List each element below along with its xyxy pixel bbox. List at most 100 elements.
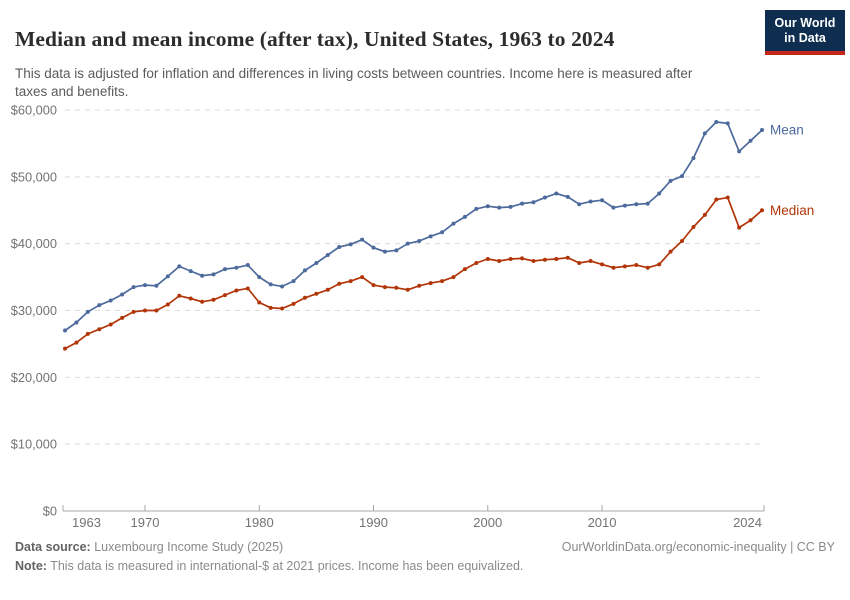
median-point	[417, 283, 422, 288]
mean-point	[622, 203, 627, 208]
median-point	[622, 264, 627, 269]
mean-point	[714, 120, 719, 125]
median-point	[200, 299, 205, 304]
x-tick-label: 1990	[359, 515, 388, 530]
footnote-label: Note:	[15, 559, 47, 573]
mean-point	[417, 238, 422, 243]
median-point	[131, 309, 136, 314]
mean-point	[188, 269, 193, 274]
mean-point	[131, 285, 136, 290]
median-point	[737, 225, 742, 230]
median-point	[108, 322, 113, 327]
median-point	[554, 257, 559, 262]
mean-point	[314, 261, 319, 266]
mean-series-label: Mean	[770, 123, 804, 138]
mean-point	[588, 199, 593, 204]
mean-point	[760, 128, 764, 133]
owid-logo[interactable]: Our World in Data	[765, 10, 845, 55]
median-point	[234, 288, 239, 293]
mean-point	[680, 174, 685, 179]
median-point	[85, 331, 90, 336]
median-line	[64, 196, 763, 350]
median-point	[188, 296, 193, 301]
y-tick-label: $20,000	[11, 370, 57, 385]
mean-point	[485, 204, 490, 209]
footer: Data source: Luxembourg Income Study (20…	[15, 540, 835, 573]
median-point	[245, 286, 250, 291]
median-point	[337, 281, 342, 286]
mean-point	[177, 264, 182, 269]
y-tick-label: $60,000	[11, 103, 57, 118]
median-point	[211, 297, 216, 302]
x-tick-label: 2010	[588, 515, 617, 530]
median-point	[142, 308, 147, 313]
median-point	[120, 315, 125, 320]
y-axis-labels: $0 $10,000 $20,000 $30,000 $40,000 $50,000 $60…	[11, 103, 57, 519]
mean-point	[63, 328, 67, 333]
median-point	[440, 279, 445, 284]
data-source: Data source: Luxembourg Income Study (20…	[15, 540, 283, 554]
mean-point	[657, 191, 662, 196]
mean-point	[634, 202, 639, 207]
mean-point	[737, 149, 742, 154]
median-point	[451, 275, 456, 280]
x-tick-label: 1980	[245, 515, 274, 530]
mean-series: Mean	[63, 120, 804, 333]
logo-text-line2: in Data	[784, 31, 826, 46]
y-tick-label: $10,000	[11, 437, 57, 452]
median-point	[360, 275, 365, 280]
mean-point	[200, 273, 205, 278]
mean-point	[474, 206, 479, 211]
median-point	[531, 259, 536, 264]
mean-point	[382, 249, 387, 254]
median-point	[520, 256, 525, 261]
mean-point	[405, 241, 410, 246]
data-source-label: Data source:	[15, 540, 91, 554]
median-point	[280, 306, 285, 311]
mean-point	[97, 303, 102, 308]
mean-point	[542, 195, 547, 200]
median-point	[634, 263, 639, 268]
mean-point	[108, 298, 113, 303]
median-point	[611, 265, 616, 270]
logo-red-stripe	[765, 50, 845, 55]
mean-point	[554, 191, 559, 196]
mean-point	[222, 267, 227, 272]
mean-point	[691, 156, 696, 161]
x-axis	[62, 505, 765, 512]
median-point	[714, 197, 719, 202]
attribution-link[interactable]: OurWorldinData.org/economic-inequality |…	[561, 540, 835, 554]
median-point	[405, 287, 410, 292]
mean-point	[325, 253, 330, 258]
median-point	[565, 255, 570, 260]
mean-point	[440, 230, 445, 235]
mean-line	[64, 121, 763, 332]
x-tick-label: 1970	[131, 515, 160, 530]
mean-point	[600, 198, 605, 203]
mean-point	[302, 268, 307, 273]
logo-text-line1: Our World	[774, 16, 836, 30]
median-point	[428, 281, 433, 286]
mean-point	[120, 292, 125, 297]
mean-point	[462, 214, 467, 219]
median-point	[702, 212, 707, 217]
mean-point	[668, 178, 673, 183]
median-point	[725, 195, 730, 200]
footnote: Note: This data is measured in internati…	[15, 559, 835, 573]
mean-point	[451, 221, 456, 226]
mean-point	[360, 237, 365, 242]
median-point	[314, 291, 319, 296]
chart-subtitle: This data is adjusted for inflation and …	[15, 65, 693, 99]
median-point	[542, 257, 547, 262]
median-point	[600, 262, 605, 267]
median-point	[462, 267, 467, 272]
mean-point	[257, 275, 262, 280]
median-point	[371, 283, 376, 288]
median-point	[291, 301, 296, 306]
mean-point	[725, 121, 730, 126]
y-tick-label: $40,000	[11, 236, 57, 251]
mean-point	[611, 205, 616, 210]
mean-point	[645, 201, 650, 206]
